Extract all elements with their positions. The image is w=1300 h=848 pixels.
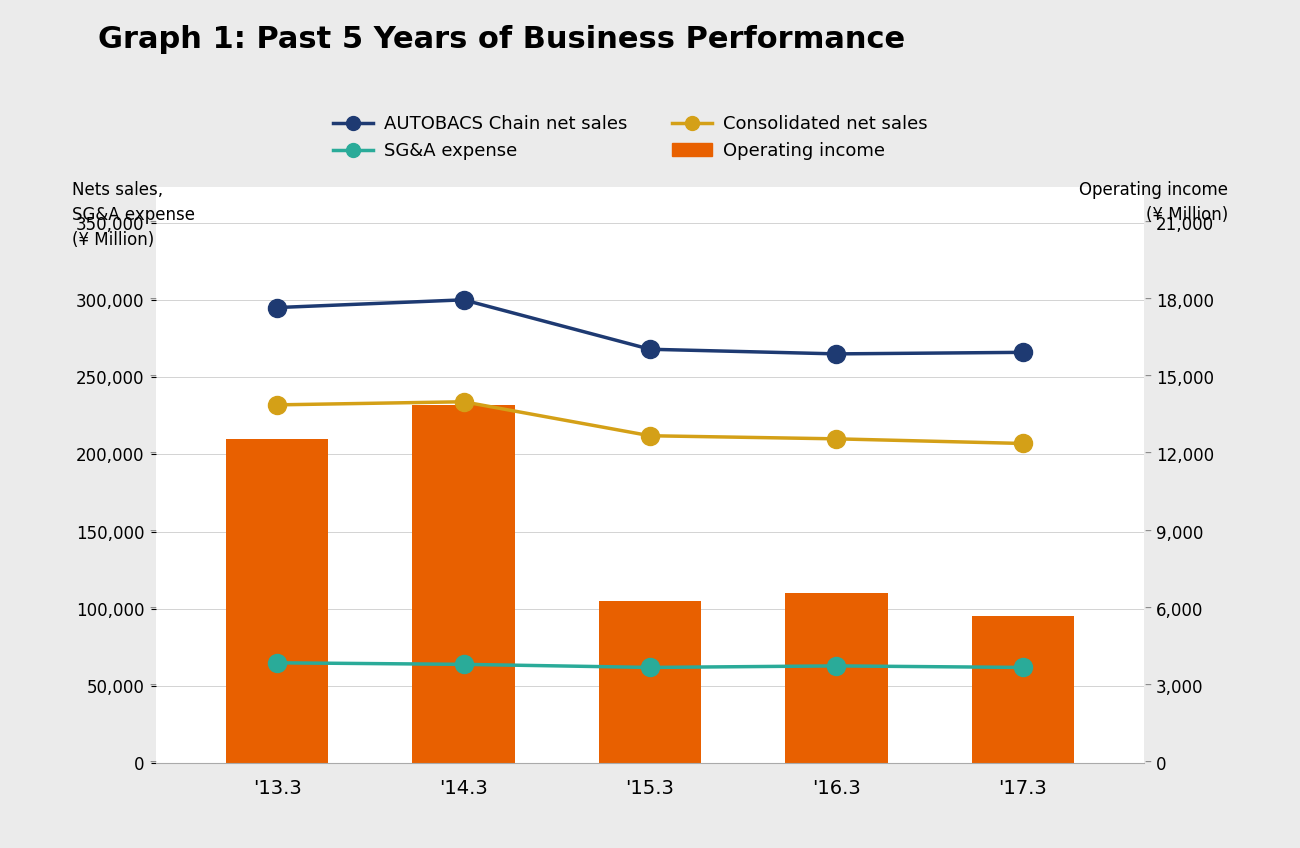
Text: –: – [1144,447,1150,461]
Text: –: – [150,679,156,693]
Text: –: – [150,602,156,616]
Bar [226,438,329,763]
Text: –: – [1144,602,1150,616]
Bar [785,594,888,763]
Legend: AUTOBACS Chain net sales, SG&A expense, Consolidated net sales, Operating income: AUTOBACS Chain net sales, SG&A expense, … [333,114,927,160]
Bar [599,601,701,763]
Bar [971,616,1074,763]
Bar [412,404,515,763]
Text: –: – [150,370,156,384]
Text: Nets sales,
SG&A expense
(¥ Million): Nets sales, SG&A expense (¥ Million) [72,181,195,248]
Text: –: – [150,293,156,307]
Text: –: – [1144,756,1150,770]
Text: –: – [150,215,156,230]
Text: –: – [150,447,156,461]
Text: –: – [1144,215,1150,230]
Text: –: – [1144,525,1150,538]
Text: –: – [150,756,156,770]
Text: –: – [150,525,156,538]
Text: Graph 1: Past 5 Years of Business Performance: Graph 1: Past 5 Years of Business Perfor… [98,25,905,54]
Text: –: – [1144,370,1150,384]
Text: Operating income
(¥ Million): Operating income (¥ Million) [1079,181,1228,224]
Text: –: – [1144,679,1150,693]
Text: –: – [1144,293,1150,307]
